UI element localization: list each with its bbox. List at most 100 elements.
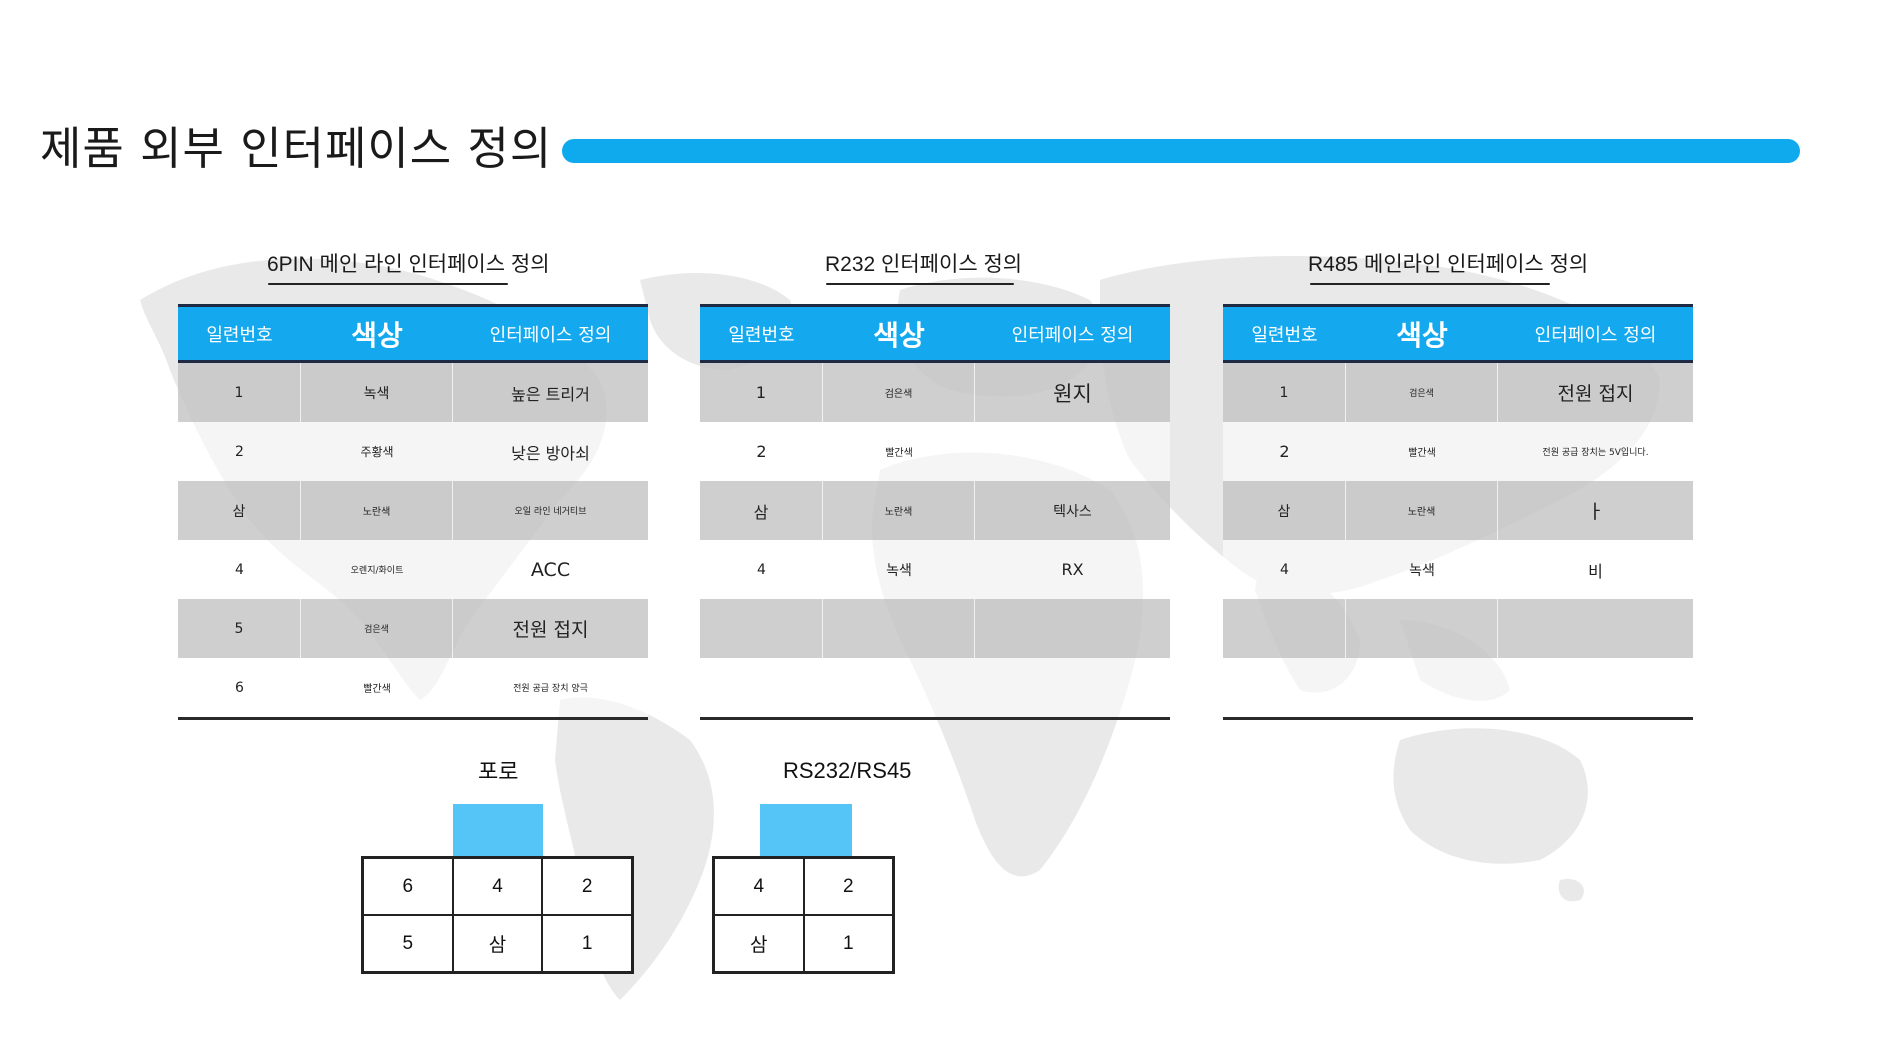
cell-color — [1346, 658, 1498, 717]
header-definition: 인터페이스 정의 — [1011, 324, 1134, 346]
cell-color: 오렌지/화이트 — [350, 566, 404, 576]
table-row: 삼 노란색 텍사스 — [700, 481, 1170, 540]
table-row: 4 녹색 비 — [1223, 540, 1693, 599]
cell-color: 녹색 — [886, 562, 912, 579]
cell-serial: 1 — [1223, 363, 1346, 422]
header-definition: 인터페이스 정의 — [489, 324, 612, 346]
cell-definition: 비 — [1588, 561, 1603, 581]
cell-serial: 삼 — [178, 481, 301, 540]
cell-definition — [1498, 599, 1693, 658]
table-row: 2 주황색 낮은 방아쇠 — [178, 422, 648, 481]
title-accent-bar — [562, 139, 1800, 163]
cell-definition: 전원 접지 — [1557, 383, 1634, 405]
table-row: 삼 노란색 ㅏ — [1223, 481, 1693, 540]
cell-serial — [700, 599, 823, 658]
cell-definition — [975, 599, 1170, 658]
pin-cell: 2 — [542, 858, 632, 915]
cell-serial — [700, 658, 823, 717]
cell-definition: 텍사스 — [1053, 503, 1092, 520]
page-title: 제품 외부 인터페이스 정의 — [40, 122, 553, 175]
table-heading-r485: R485 메인라인 인터페이스 정의 — [1308, 253, 1589, 276]
cell-color: 노란색 — [301, 481, 453, 540]
pin-cell: 1 — [542, 915, 632, 972]
header-serial: 일련번호 — [728, 324, 795, 346]
cell-definition: 전원 공급 장치 양극 — [513, 684, 588, 694]
table-row — [1223, 658, 1693, 717]
cell-color — [1346, 599, 1498, 658]
connector-label-6pin: 포로 — [478, 759, 519, 784]
cell-definition: ㅏ — [1586, 501, 1605, 523]
cell-color: 빨간색 — [363, 684, 391, 695]
cell-serial: 6 — [235, 679, 244, 696]
connector-key-tab — [760, 804, 852, 856]
pin-cell: 1 — [803, 915, 893, 972]
header-serial: 일련번호 — [206, 324, 273, 346]
connector-label-rs232: RS232/RS45 — [783, 758, 912, 783]
connector-pinout-6pin: 6 4 2 5 삼 1 — [361, 856, 634, 974]
cell-color: 녹색 — [301, 363, 453, 422]
cell-serial: 삼 — [700, 481, 823, 540]
cell-serial: 2 — [1279, 442, 1290, 461]
table-6pin: 일련번호 색상 인터페이스 정의 1 녹색 높은 트리거 2 주황색 낮은 방아… — [178, 304, 648, 720]
cell-definition — [1498, 658, 1693, 717]
cell-serial — [1223, 658, 1346, 717]
cell-color: 노란색 — [823, 481, 975, 540]
cell-serial: 삼 — [1223, 481, 1346, 540]
pin-cell: 4 — [714, 858, 804, 915]
cell-definition: 전원 접지 — [512, 619, 589, 641]
table-r232: 일련번호 색상 인터페이스 정의 1 검은색 원지 2 빨간색 삼 노란색 텍사… — [700, 304, 1170, 720]
table-bottom-rule — [700, 717, 1170, 720]
cell-color: 검은색 — [823, 363, 975, 422]
cell-color: 녹색 — [1409, 562, 1435, 579]
table-header: 일련번호 색상 인터페이스 정의 — [1223, 304, 1693, 363]
table-header: 일련번호 색상 인터페이스 정의 — [178, 304, 648, 363]
header-color: 색상 — [1396, 318, 1448, 352]
cell-serial: 1 — [700, 363, 823, 422]
table-bottom-rule — [1223, 717, 1693, 720]
table-heading-6pin: 6PIN 메인 라인 인터페이스 정의 — [267, 253, 550, 276]
cell-serial — [1223, 599, 1346, 658]
heading-underline — [1310, 283, 1550, 285]
cell-definition: 높은 트리거 — [511, 384, 590, 404]
pin-cell: 4 — [452, 858, 543, 915]
pin-cell: 2 — [803, 858, 893, 915]
cell-color: 검은색 — [301, 599, 453, 658]
cell-definition: 오일 라인 네거티브 — [514, 507, 587, 517]
connector-key-tab — [453, 804, 543, 856]
table-row: 2 빨간색 전원 공급 장치는 5V입니다. — [1223, 422, 1693, 481]
table-row: 5 검은색 전원 접지 — [178, 599, 648, 658]
cell-color: 빨간색 — [1408, 448, 1436, 459]
table-row: 1 검은색 전원 접지 — [1223, 363, 1693, 422]
cell-serial: 2 — [756, 442, 767, 461]
cell-color — [823, 599, 975, 658]
table-row — [1223, 599, 1693, 658]
cell-serial: 2 — [235, 443, 244, 460]
pin-cell: 삼 — [452, 915, 543, 972]
table-heading-r232: R232 인터페이스 정의 — [825, 253, 1023, 276]
cell-definition — [975, 422, 1170, 481]
table-row: 4 녹색 RX — [700, 540, 1170, 599]
pin-cell: 삼 — [714, 915, 804, 972]
table-row: 2 빨간색 — [700, 422, 1170, 481]
cell-serial: 4 — [235, 561, 244, 578]
table-row: 1 검은색 원지 — [700, 363, 1170, 422]
pin-cell: 5 — [363, 915, 453, 972]
header-color: 색상 — [873, 318, 925, 352]
connector-pinout-rs232: 4 2 삼 1 — [712, 856, 895, 974]
cell-definition: ACC — [530, 558, 571, 581]
table-header: 일련번호 색상 인터페이스 정의 — [700, 304, 1170, 363]
cell-serial: 4 — [1280, 561, 1289, 578]
table-row — [700, 599, 1170, 658]
cell-color: 검은색 — [1346, 363, 1498, 422]
cell-color — [823, 658, 975, 717]
table-row — [700, 658, 1170, 717]
cell-definition: RX — [1061, 560, 1084, 579]
cell-color: 주황색 — [360, 445, 394, 459]
cell-color: 빨간색 — [885, 448, 913, 459]
cell-color: 노란색 — [1346, 481, 1498, 540]
table-row: 4 오렌지/화이트 ACC — [178, 540, 648, 599]
table-row: 1 녹색 높은 트리거 — [178, 363, 648, 422]
cell-serial: 5 — [178, 599, 301, 658]
cell-definition — [975, 658, 1170, 717]
heading-underline — [826, 283, 1014, 285]
